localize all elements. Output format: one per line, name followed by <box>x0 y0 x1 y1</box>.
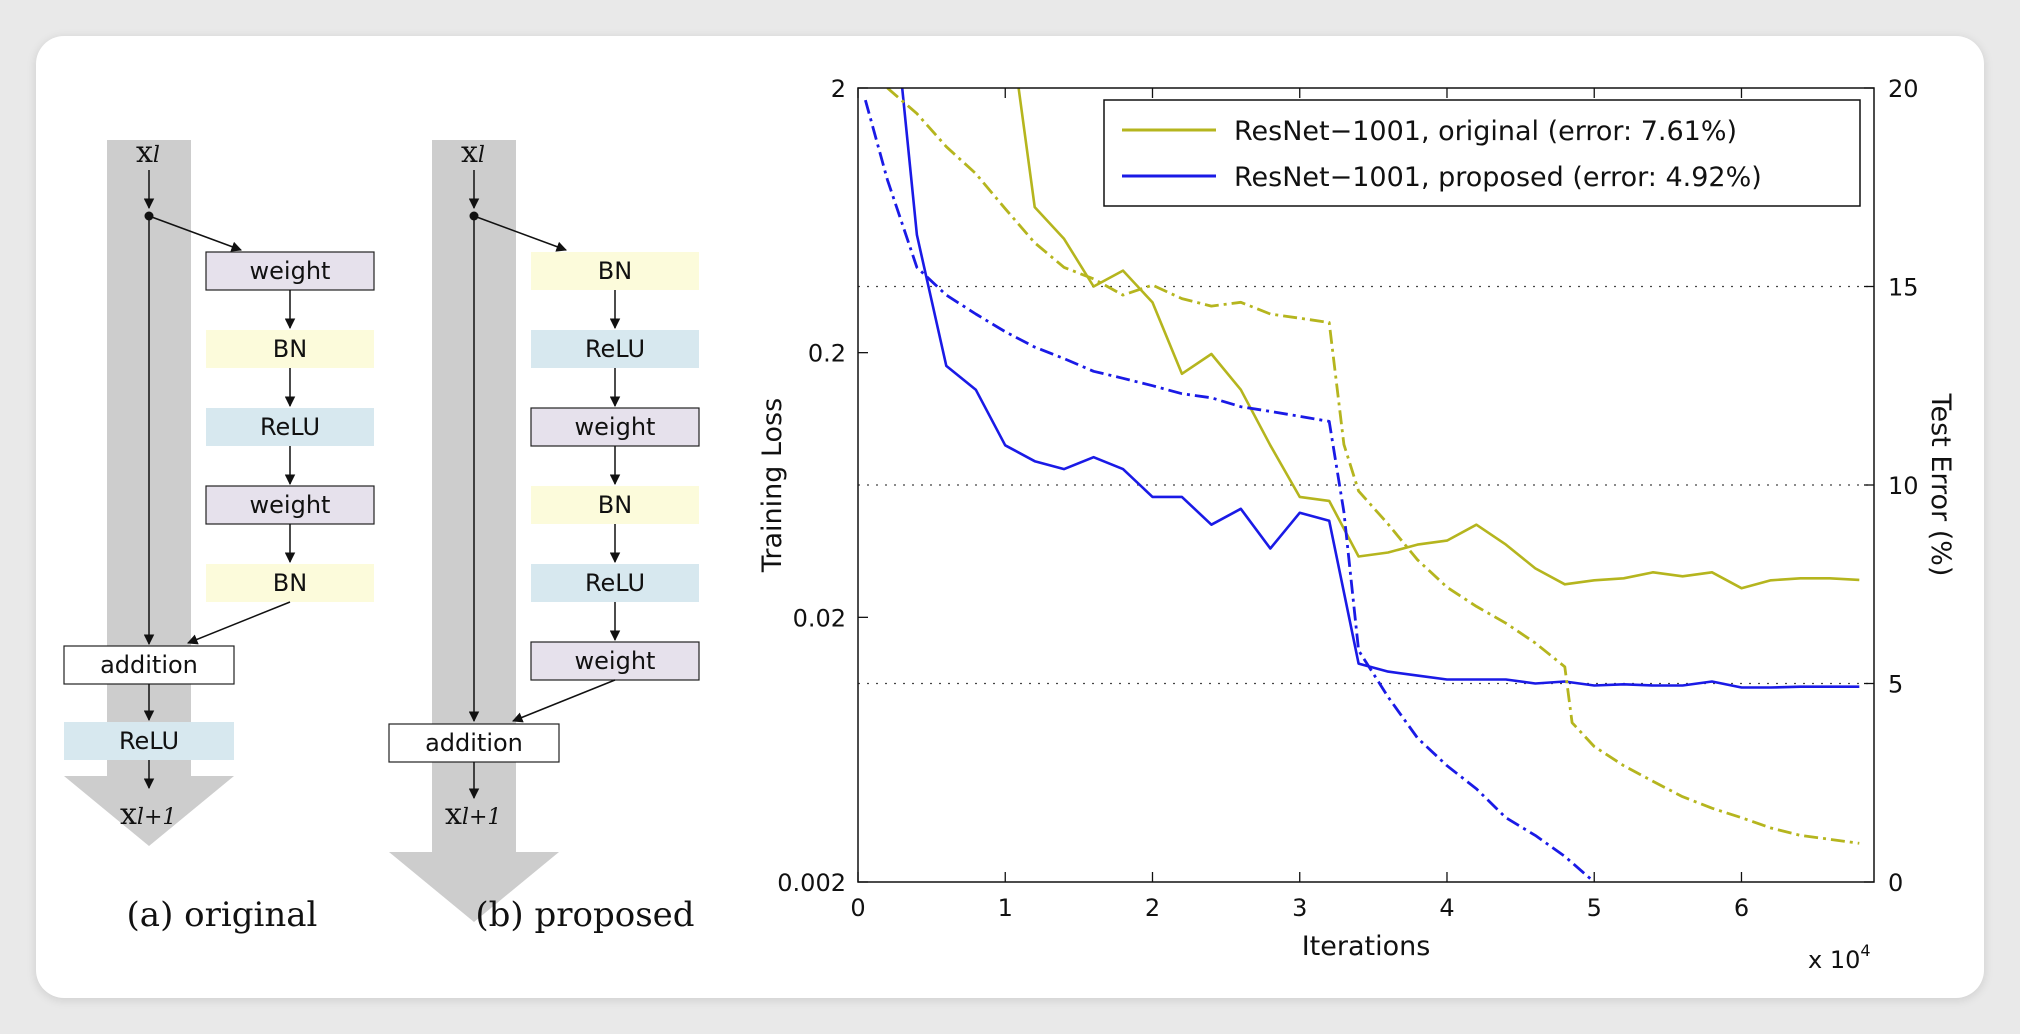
svg-text:weight: weight <box>575 647 656 675</box>
relu-block-1 <box>206 408 374 446</box>
legend: ResNet−1001, original (error: 7.61%) Res… <box>1103 99 1861 207</box>
x-tick-label: 0 <box>850 894 865 922</box>
legend-label-proposed: ResNet−1001, proposed (error: 4.92%) <box>1234 162 1762 193</box>
diagram-proposed: xl BN ReLU weight BN ReLU weight additio… <box>388 135 700 935</box>
proposed-test-error-line <box>900 88 1860 689</box>
svg-text:weight: weight <box>250 257 331 285</box>
bn-block-2 <box>206 564 374 602</box>
y-right-tick-label: 15 <box>1888 274 1919 302</box>
original-training-loss-line <box>886 88 1860 845</box>
svg-text:BN: BN <box>598 491 632 519</box>
x-tick-label: 4 <box>1439 894 1454 922</box>
relu-block-1 <box>531 330 699 368</box>
weight-block-2 <box>530 641 700 681</box>
svg-text:ReLU: ReLU <box>119 727 179 755</box>
addition-block <box>388 723 560 763</box>
svg-text:BN: BN <box>598 257 632 285</box>
y-right-tick-label: 20 <box>1888 75 1919 103</box>
svg-text:ReLU: ReLU <box>585 335 645 363</box>
x-tick-label: 1 <box>998 894 1013 922</box>
x-tick-label: 3 <box>1292 894 1307 922</box>
svg-text:BN: BN <box>273 569 307 597</box>
legend-label-original: ResNet−1001, original (error: 7.61%) <box>1234 116 1737 147</box>
y-right-tick-label: 5 <box>1888 671 1903 699</box>
svg-text:addition: addition <box>100 651 198 679</box>
y-axis-left-label: Training Loss <box>757 398 788 573</box>
svg-text:BN: BN <box>273 335 307 363</box>
plot-frame <box>857 87 1875 883</box>
x-tick-label: 6 <box>1734 894 1749 922</box>
y-axis-right-label: Test Error (%) <box>1925 393 1956 577</box>
legend-box <box>1103 99 1861 207</box>
y-right-tick-label: 10 <box>1888 472 1919 500</box>
relu-after-add <box>64 722 234 760</box>
bn-block-1 <box>206 330 374 368</box>
output-x-label: xl+1 <box>120 797 176 832</box>
bn-block-2 <box>531 486 699 524</box>
weight-block-1 <box>530 407 700 447</box>
input-x-label: xl <box>461 135 485 170</box>
training-chart: 0 1 2 3 4 5 6 2 0.2 0.02 0.002 20 15 10 5 0 Training Lo… <box>757 75 1956 974</box>
input-x-label: xl <box>136 135 160 170</box>
y-left-tick-label: 0.02 <box>793 604 846 632</box>
y-right-tick-label: 0 <box>1888 869 1903 897</box>
x-tick-label: 2 <box>1145 894 1160 922</box>
y-left-tick-label: 2 <box>831 75 846 103</box>
svg-text:ReLU: ReLU <box>585 569 645 597</box>
x-multiplier: x 104 <box>1808 941 1871 974</box>
x-axis-label: Iterations <box>1302 931 1431 962</box>
y-left-tick-label: 0.2 <box>808 340 846 368</box>
svg-text:ReLU: ReLU <box>260 413 320 441</box>
bn-block-1 <box>531 252 699 290</box>
diagram-original: xl weight BN ReLU weight BN addition ReL… <box>63 135 375 935</box>
output-x-label: xl+1 <box>445 797 501 832</box>
figure-card: xl weight BN ReLU weight BN addition ReL… <box>36 36 1984 998</box>
y-left-tick-label: 0.002 <box>777 869 846 897</box>
svg-text:addition: addition <box>425 729 523 757</box>
original-test-error-line <box>1017 88 1860 590</box>
x-tick-label: 5 <box>1587 894 1602 922</box>
addition-block <box>63 645 235 685</box>
proposed-training-loss-line <box>864 99 1596 882</box>
caption-original: (a) original <box>127 895 318 935</box>
relu-block-2 <box>531 564 699 602</box>
svg-text:weight: weight <box>575 413 656 441</box>
caption-proposed: (b) proposed <box>475 895 694 935</box>
svg-text:weight: weight <box>250 491 331 519</box>
